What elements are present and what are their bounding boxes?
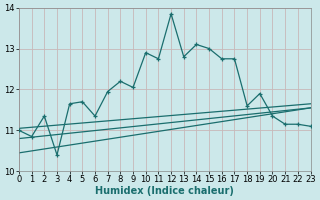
X-axis label: Humidex (Indice chaleur): Humidex (Indice chaleur): [95, 186, 234, 196]
